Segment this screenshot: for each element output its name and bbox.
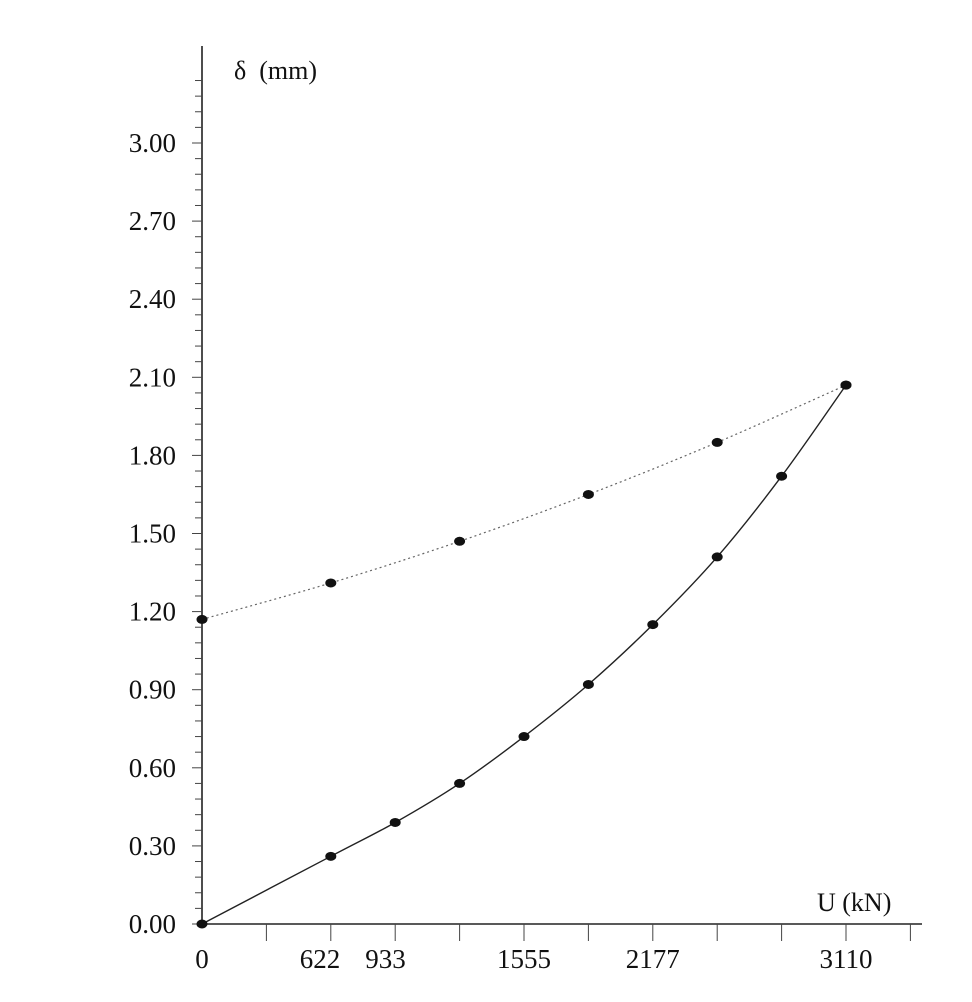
series-2-point [325,578,337,588]
y-tick-label: 3.00 [129,128,176,158]
x-tick-label: 1555 [497,944,551,974]
series-1-point [776,471,788,481]
series-2-point [840,380,852,390]
y-tick-label: 1.20 [129,597,176,627]
x-tick-label: 2177 [626,944,680,974]
series-2-point [582,489,594,499]
series-1-point [454,778,466,788]
series-1-point [518,732,530,742]
series-1-point [325,851,337,861]
series-1-point [196,919,208,929]
y-tick-label: 0.30 [129,831,176,861]
x-tick-label: 933 [365,944,406,974]
points [196,380,852,929]
y-tick-label: 0.90 [129,675,176,705]
y-tick-label: 2.70 [129,206,176,236]
y-tick-label: 2.10 [129,362,176,392]
series-1-point [582,679,594,689]
y-tick-labels: 0.00 0.30 0.60 0.90 1.20 1.50 1.80 2.10 2.40 2.70… [129,128,176,939]
y-tick-label: 1.80 [129,440,176,470]
y-tick-label: 2.40 [129,284,176,314]
x-tick-label: 0 [195,944,209,974]
x-tick-label: 3110 [820,944,873,974]
y-tick-label: 0.00 [129,909,176,939]
series-1-point [711,552,723,562]
series-2-line [201,384,847,620]
series-2-point [454,536,466,546]
y-tick-label: 0.60 [129,753,176,783]
series-lines [201,384,847,925]
y-axis-title: δ (mm) [234,56,317,85]
series-1-point [647,620,659,630]
series-2-point [711,437,723,447]
axes [201,46,922,925]
series-2-point [196,614,208,624]
series-1-line [201,384,847,925]
minor-ticks [192,80,911,941]
x-tick-label: 622 [300,944,341,974]
x-axis-title: U (kN) [817,888,891,917]
x-tick-labels: 0 622 933 1555 2177 3110 [195,944,872,974]
y-tick-label: 1.50 [129,519,176,549]
series-1-point [389,817,401,827]
